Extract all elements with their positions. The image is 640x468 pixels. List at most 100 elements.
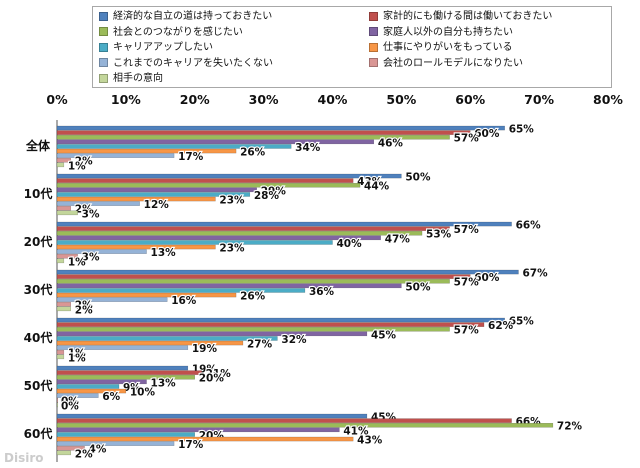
bar [56,139,375,145]
data-label: 60% [474,272,500,284]
legend-swatch [99,11,108,21]
data-label: 23% [219,243,245,255]
data-label: 40% [337,238,363,250]
bar [56,345,189,350]
x-tick-label: 70% [524,92,554,107]
data-label: 46% [378,137,404,149]
data-label: 50% [405,281,431,293]
bar [56,317,505,323]
data-label: 1% [68,160,86,172]
x-tick-label: 30% [249,92,279,107]
legend-label: 仕事にやりがいをもっている [383,42,513,53]
bar [56,153,175,158]
data-label: 43% [357,176,383,188]
data-label: 19% [192,343,218,355]
category-label: 20代 [24,234,53,249]
bar [56,379,147,385]
bar [56,413,368,419]
bar [56,398,59,403]
bar [56,192,251,197]
legend-label: キャリアアップしたい [113,42,213,53]
x-tick-label: 10% [111,92,141,107]
data-label: 16% [171,295,197,307]
bar [56,427,340,433]
watermark: Disiro [4,451,44,465]
category-label: 30代 [24,282,53,297]
data-label: 4% [89,444,107,456]
bar [56,240,333,245]
bar [56,302,71,307]
data-label: 43% [357,435,383,447]
data-label: 26% [240,147,266,159]
bar [56,306,71,312]
data-label: 2% [75,448,93,460]
legend-item: 家計的にも働ける間は働いておきたい [369,11,552,23]
data-label: 32% [281,334,307,346]
bar [56,148,237,154]
bar [56,327,450,332]
legend-item: 家庭人以外の自分も持ちたい [369,27,513,39]
data-label: 2% [75,156,93,168]
data-label: 2% [75,304,93,316]
legend-label: 経済的な自立の道は持っておきたい [113,11,273,22]
bar [56,436,354,442]
data-label: 47% [385,233,411,245]
data-label: 1% [68,348,86,360]
bar [56,253,78,259]
bar [56,350,65,355]
legend-swatch [99,42,108,52]
data-label: 27% [247,339,273,351]
bar [56,450,71,456]
data-label: 65% [509,124,535,136]
data-label: 72% [557,421,583,433]
data-label: 9% [123,382,141,394]
data-label: 50% [405,172,431,184]
category-label: 50代 [24,378,53,393]
bar [56,144,292,149]
data-label: 41% [343,425,369,437]
legend-label: これまでのキャリアを失いたくない [113,57,273,69]
bar [56,331,368,337]
data-label: 23% [219,195,245,207]
x-tick-label: 20% [180,92,210,107]
bar [56,375,195,380]
bar [56,432,195,437]
bar [56,187,257,193]
data-label: 28% [254,190,280,202]
data-label: 60% [474,128,500,140]
legend-swatch [99,73,108,83]
data-label: 57% [454,325,480,337]
data-label: 1% [68,256,86,268]
bar [56,130,471,135]
bar [56,173,402,179]
bar [56,157,71,163]
bar [56,125,505,131]
bar [56,384,120,389]
bar [56,336,278,341]
data-label: 13% [151,247,177,259]
bar [56,423,554,428]
legend-label: 社会とのつながりを感じたい [113,26,243,38]
bar [56,196,216,202]
bar [56,354,65,360]
bar [56,244,216,250]
legend-swatch [369,11,378,21]
legend-item: 会社のロールモデルになりたい [369,58,523,70]
bar [56,221,512,227]
data-label: 67% [522,268,548,280]
category-label: 10代 [24,186,53,201]
legend-item: 経済的な自立の道は持っておきたい [99,11,272,23]
legend-item: 仕事にやりがいをもっている [369,42,513,54]
legend-label: 会社のロールモデルになりたい [383,57,523,69]
bar [56,210,78,216]
bar [56,178,354,183]
bar [56,393,99,398]
legend-label: 相手の意向 [113,73,163,84]
bar [56,235,381,241]
data-label: 34% [295,142,321,154]
data-label: 0% [61,400,79,412]
data-label: 1% [68,352,86,364]
bar [56,205,71,211]
legend-item: 相手の意向 [99,73,163,85]
